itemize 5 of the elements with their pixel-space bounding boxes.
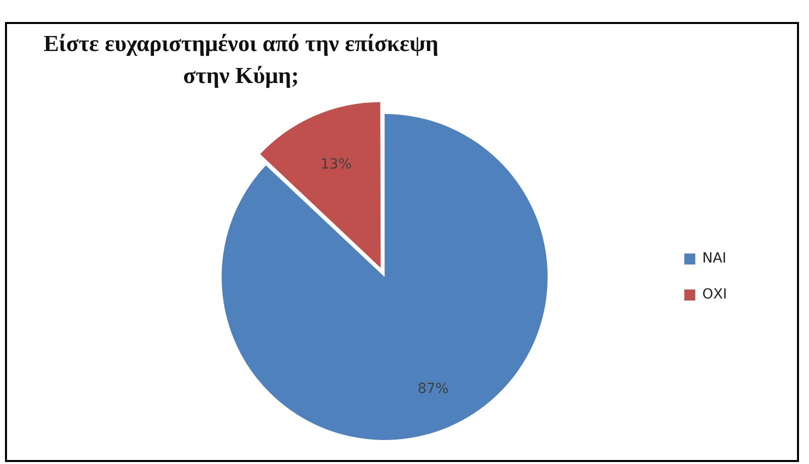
legend-label: ΟΧΙ <box>702 286 728 303</box>
chart-title: Είστε ευχαριστημένοι από την επίσκεψη στην Κύμη; <box>42 30 440 90</box>
legend-label: ΝΑΙ <box>702 250 726 267</box>
data-label: 13% <box>320 156 352 172</box>
data-label: 87% <box>418 380 449 397</box>
